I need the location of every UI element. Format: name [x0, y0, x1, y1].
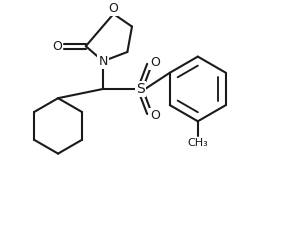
Text: O: O: [150, 109, 160, 122]
Text: N: N: [98, 55, 108, 68]
Text: O: O: [150, 56, 160, 69]
Text: S: S: [136, 82, 144, 96]
Text: CH₃: CH₃: [188, 138, 208, 148]
Text: O: O: [52, 40, 62, 53]
Text: O: O: [108, 2, 118, 15]
